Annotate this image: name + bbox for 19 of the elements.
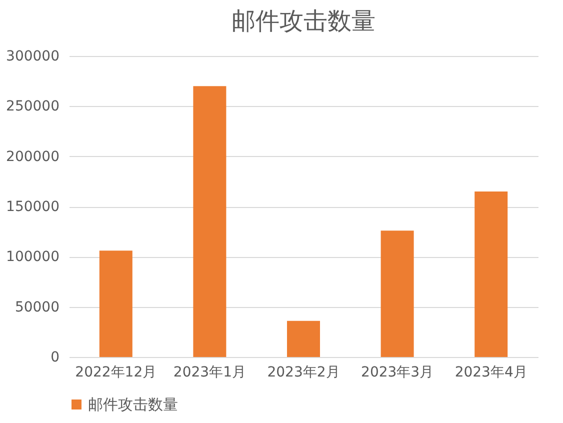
legend-label: 邮件攻击数量 — [88, 396, 178, 414]
bar — [193, 86, 226, 357]
x-tick-label: 2023年4月 — [454, 364, 528, 380]
bar — [99, 250, 132, 357]
x-tick-label: 2023年3月 — [361, 364, 434, 380]
bar — [287, 320, 320, 357]
y-tick-label: 200000 — [6, 148, 60, 165]
x-tick-label: 2023年2月 — [267, 364, 340, 380]
y-tick-label: 0 — [50, 350, 60, 366]
y-tick-label: 100000 — [6, 249, 60, 266]
y-tick-label: 300000 — [6, 48, 60, 64]
chart-title: 邮件攻击数量 — [232, 7, 376, 35]
y-tick-label: 250000 — [6, 98, 60, 115]
x-tick-label: 2023年1月 — [173, 364, 246, 380]
bar — [380, 230, 414, 357]
bar — [474, 191, 508, 357]
y-tick-label: 150000 — [6, 199, 60, 215]
y-tick-label: 50000 — [14, 299, 60, 316]
x-tick-label: 2022年12月 — [75, 364, 157, 380]
